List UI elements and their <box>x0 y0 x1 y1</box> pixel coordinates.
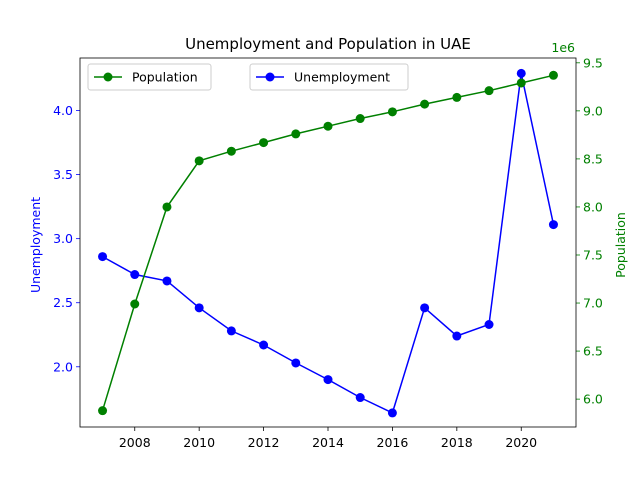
unemployment-data-point <box>259 340 269 350</box>
unemployment-data-point <box>323 375 333 385</box>
population-data-point <box>162 202 172 212</box>
unemployment-data-point <box>98 252 108 262</box>
population-data-point <box>355 114 365 124</box>
x-tick-label: 2010 <box>183 435 215 450</box>
y-right-axis-label: Population <box>613 212 628 278</box>
y-right-tick-label: 6.0 <box>583 392 603 407</box>
unemployment-data-point <box>355 393 365 403</box>
y-right-tick-label: 8.0 <box>583 199 603 214</box>
unemployment-data-point <box>194 303 204 313</box>
population-data-point <box>548 70 558 80</box>
population-data-point <box>516 78 526 88</box>
population-data-point <box>130 299 140 309</box>
population-data-point <box>323 121 333 131</box>
x-tick-label: 2008 <box>119 435 151 450</box>
x-tick-label: 2020 <box>505 435 537 450</box>
unemployment-data-point <box>162 276 172 286</box>
population-data-point <box>259 138 269 148</box>
y-right-tick-label: 9.0 <box>583 103 603 118</box>
legend-label: Population <box>132 70 198 85</box>
unemployment-data-point <box>291 358 301 368</box>
y-left-tick-label: 4.0 <box>53 103 73 118</box>
unemployment-data-point <box>130 270 140 280</box>
unemployment-data-point <box>452 331 462 341</box>
legend-marker <box>103 72 113 82</box>
population-legend: Population <box>87 63 212 91</box>
y-left-tick-label: 3.5 <box>53 167 73 182</box>
unemployment-legend: Unemployment <box>249 63 409 91</box>
y-left-tick-label: 3.0 <box>53 231 73 246</box>
population-data-point <box>291 129 301 139</box>
unemployment-data-point <box>420 303 430 313</box>
plot-area: 2008 2010 2012 2014 2016 2018 2020 2.0 2.5 3.0 3.5… <box>53 55 603 450</box>
y-right-tick-label: 8.5 <box>583 151 603 166</box>
x-tick-label: 2014 <box>312 435 344 450</box>
unemployment-data-point <box>548 220 558 230</box>
y-left-axis-label: Unemployment <box>28 197 43 293</box>
chart-title: Unemployment and Population in UAE <box>185 35 471 53</box>
y-left-tick-label: 2.5 <box>53 295 73 310</box>
legend-marker <box>265 72 275 82</box>
unemployment-data-point <box>484 320 494 329</box>
population-data-point <box>452 92 462 102</box>
unemployment-data-point <box>516 68 526 78</box>
population-data-point <box>387 107 397 117</box>
x-tick-label: 2016 <box>377 435 409 450</box>
y-right-tick-label: 9.5 <box>583 55 603 70</box>
x-tick-label: 2012 <box>248 435 280 450</box>
population-data-point <box>194 156 204 166</box>
legend-box <box>249 63 409 91</box>
population-data-point <box>226 146 236 156</box>
population-data-point <box>420 99 430 109</box>
y-right-tick-label: 7.5 <box>583 247 603 262</box>
population-data-point <box>484 86 494 96</box>
x-tick-label: 2018 <box>441 435 473 450</box>
plot-frame <box>79 57 577 428</box>
legend-box <box>87 63 212 91</box>
y-right-tick-label: 6.5 <box>583 344 603 359</box>
legend-label: Unemployment <box>294 70 390 85</box>
population-data-point <box>98 406 108 416</box>
unemployment-data-point <box>226 326 236 336</box>
y-right-tick-label: 7.0 <box>583 296 603 311</box>
y-left-tick-label: 2.0 <box>53 359 73 374</box>
y-right-offset-text: 1e6 <box>551 40 575 55</box>
unemployment-data-point <box>387 408 397 418</box>
